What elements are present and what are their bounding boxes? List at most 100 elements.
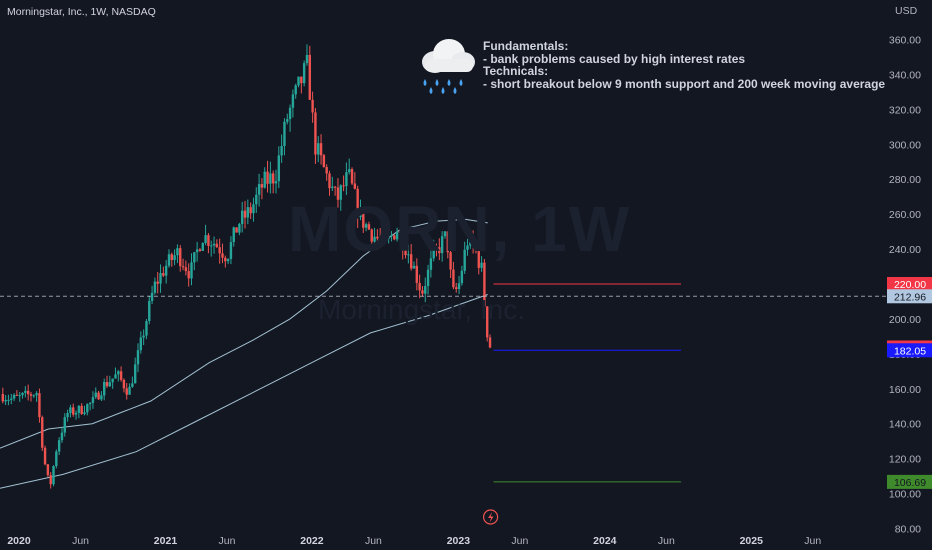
candle-down	[243, 210, 247, 218]
candle-up	[52, 466, 55, 485]
candle-up	[4, 400, 7, 402]
candle-down	[1, 394, 5, 402]
watermark-ticker: MORN, 1W	[288, 193, 632, 265]
candle-up	[426, 269, 430, 287]
x-tick-label: Jun	[219, 535, 236, 547]
x-tick-label: 2022	[300, 535, 324, 547]
candle-up	[164, 265, 168, 276]
candle-up	[142, 335, 145, 338]
candle-up	[263, 171, 266, 188]
y-tick-label: 340.00	[889, 69, 921, 81]
candle-up	[305, 54, 309, 64]
candle-up	[390, 235, 393, 237]
candle-up	[167, 254, 171, 266]
candle-down	[122, 379, 126, 389]
candle-up	[21, 392, 24, 396]
x-tick-label: 2021	[154, 535, 178, 547]
candle-down	[300, 76, 303, 84]
candle-up	[331, 186, 334, 189]
candle-up	[195, 249, 199, 253]
candle-down	[38, 393, 41, 418]
candle-down	[224, 257, 227, 262]
candle-up	[60, 432, 64, 441]
candle-down	[207, 235, 210, 246]
candle-down	[308, 54, 311, 100]
candle-up	[466, 245, 469, 250]
candle-up	[238, 223, 241, 233]
candle-down	[328, 173, 331, 189]
candle-down	[421, 290, 424, 294]
candle-down	[97, 392, 100, 400]
x-tick-label: Jun	[72, 535, 89, 547]
candle-up	[159, 273, 162, 284]
price-tag	[887, 343, 932, 358]
candle-up	[145, 321, 148, 336]
candle-up	[283, 121, 286, 146]
moving-average-line	[0, 218, 488, 449]
candle-down	[401, 231, 404, 251]
candle-up	[339, 185, 342, 200]
y-tick-label: 200.00	[889, 314, 921, 326]
y-tick-label: 140.00	[889, 419, 921, 431]
candle-up	[443, 231, 447, 237]
candle-up	[83, 412, 86, 414]
candle-up	[193, 252, 196, 263]
candle-up	[364, 224, 368, 228]
y-tick-label: 300.00	[889, 139, 921, 151]
candle-down	[198, 249, 202, 251]
candle-down	[435, 246, 438, 248]
candle-up	[148, 300, 151, 322]
price-tag	[887, 474, 932, 489]
candle-up	[12, 394, 16, 399]
candle-up	[480, 262, 483, 268]
candle-down	[80, 405, 83, 414]
candle-down	[46, 464, 50, 476]
candle-up	[240, 210, 244, 224]
candle-up	[24, 390, 27, 393]
y-tick-label: 80.00	[895, 524, 921, 536]
price-tag	[887, 289, 932, 304]
candle-up	[35, 393, 38, 396]
y-tick-label: 280.00	[889, 174, 921, 186]
candle-down	[319, 143, 323, 156]
y-tick-label: 260.00	[889, 209, 921, 221]
y-tick-label: 320.00	[889, 104, 921, 116]
candle-down	[41, 417, 44, 448]
candle-down	[446, 231, 449, 253]
candle-down	[336, 187, 340, 200]
candle-down	[356, 188, 359, 218]
rain-cloud-icon	[422, 39, 475, 94]
candle-up	[86, 404, 89, 413]
candle-up	[63, 417, 66, 433]
candle-up	[269, 173, 272, 184]
watermark-name: Morningstar, Inc.	[318, 294, 525, 325]
candle-up	[204, 235, 207, 244]
candle-up	[288, 107, 292, 120]
candle-up	[212, 243, 216, 246]
candle-up	[150, 292, 154, 301]
candle-up	[229, 242, 233, 259]
annotation-line: - short breakout below 9 month support a…	[483, 76, 886, 91]
candle-down	[26, 390, 30, 395]
candle-up	[407, 254, 410, 256]
symbol-info[interactable]: Morningstar, Inc., 1W, NASDAQ	[7, 6, 156, 18]
candle-up	[131, 383, 134, 387]
candle-down	[409, 254, 413, 269]
candle-down	[477, 251, 480, 268]
candle-down	[15, 394, 19, 396]
candle-down	[105, 382, 109, 387]
candle-down	[486, 306, 489, 338]
candle-up	[359, 210, 362, 218]
price-tag-label: 212.96	[894, 291, 926, 303]
candle-up	[345, 172, 348, 187]
candle-down	[187, 271, 190, 279]
candle-up	[133, 364, 137, 384]
candle-down	[370, 229, 373, 242]
candle-up	[139, 337, 143, 351]
candle-down	[221, 253, 224, 258]
candle-down	[266, 171, 269, 184]
x-tick-label: Jun	[658, 535, 675, 547]
candle-down	[455, 287, 458, 289]
x-tick-label: 2023	[447, 535, 471, 547]
